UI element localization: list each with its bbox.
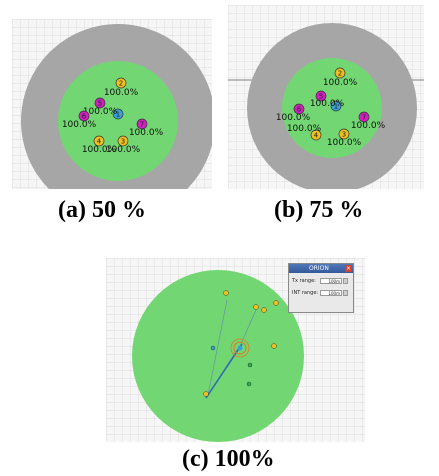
node-2-label: 100.0%: [104, 88, 139, 98]
dialog-titlebar: ORION ×: [289, 264, 353, 273]
node-3-number: 3: [121, 138, 125, 146]
node-1-number: 1: [334, 103, 338, 111]
node-4-marker[interactable]: [310, 129, 322, 141]
node-2-marker[interactable]: [115, 77, 127, 89]
node-4-label: 100.0%: [82, 145, 117, 155]
node-4-label: 100.0%: [287, 124, 322, 134]
tx-range-spinner[interactable]: [343, 277, 348, 284]
node-7-marker[interactable]: [358, 111, 370, 123]
node-3-marker[interactable]: [338, 128, 350, 140]
dialog-title: ORION: [309, 265, 329, 272]
node-5-label: 100.0%: [83, 107, 118, 117]
transmission-range: [132, 270, 304, 442]
orion-dialog: ORION × Tx range: 100m INT range: 100m: [288, 263, 354, 313]
tx-range-label: Tx range:: [292, 277, 316, 284]
node-6-number: 6: [297, 106, 302, 114]
node-2-number: 2: [119, 80, 123, 88]
node-1-number: 1: [116, 111, 120, 119]
node-2-label: 100.0%: [323, 78, 358, 88]
node-1-marker[interactable]: [112, 108, 124, 120]
node-3-label: 100.0%: [327, 138, 362, 148]
node-7-label: 100.0%: [129, 128, 164, 138]
node-3-label: 100.0%: [106, 145, 141, 155]
close-icon[interactable]: ×: [345, 265, 352, 272]
node-6-label: 100.0%: [62, 120, 97, 130]
int-range-input[interactable]: 100m: [320, 289, 342, 296]
node-5-number: 5: [319, 93, 323, 101]
dialog-row-int: INT range: 100m: [292, 288, 350, 297]
panel-a-canvas: [12, 19, 212, 189]
node-7-number: 7: [140, 121, 144, 129]
node-2-number: 2: [338, 70, 342, 78]
caption-c: (c) 100%: [182, 446, 275, 472]
node-6-marker[interactable]: [78, 110, 90, 122]
caption-b: (b) 75 %: [274, 197, 364, 223]
node-7-marker[interactable]: [136, 118, 148, 130]
node-3-number: 3: [342, 131, 346, 139]
dialog-row-tx: Tx range: 100m: [292, 276, 350, 285]
node-5-marker[interactable]: [315, 90, 327, 102]
node-7-label: 100.0%: [351, 121, 386, 131]
node-1-marker[interactable]: [330, 100, 342, 112]
panel-a: [12, 19, 212, 189]
node-5-label: 100.0%: [310, 99, 345, 109]
node-4-number: 4: [314, 132, 319, 140]
node-5-marker[interactable]: [94, 97, 106, 109]
int-range-label: INT range:: [292, 289, 319, 296]
panel-c: ORION × Tx range: 100m INT range: 100m: [106, 258, 365, 442]
node-6-marker[interactable]: [293, 103, 305, 115]
node-5-number: 5: [98, 100, 102, 108]
transmission-range: [58, 61, 178, 181]
node-2-marker[interactable]: [334, 67, 346, 79]
caption-a: (a) 50 %: [58, 197, 146, 223]
tx-range-input[interactable]: 100m: [320, 277, 342, 284]
node-6-label: 100.0%: [276, 113, 311, 123]
node-6-number: 6: [82, 113, 87, 121]
node-4-number: 4: [97, 138, 102, 146]
node-7-number: 7: [362, 114, 366, 122]
int-range-spinner[interactable]: [343, 289, 348, 296]
node-4-marker[interactable]: [93, 135, 105, 147]
node-3-marker[interactable]: [117, 135, 129, 147]
